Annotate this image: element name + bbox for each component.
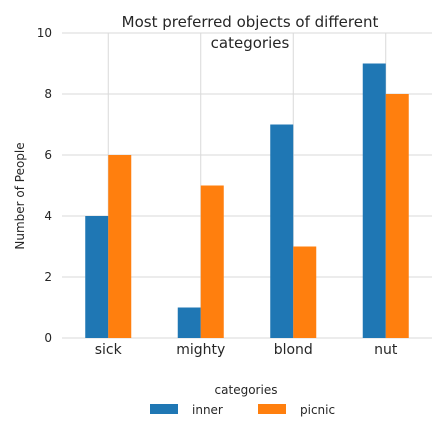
y-tick-label: 0	[44, 331, 52, 345]
x-tick-label: sick	[95, 342, 123, 358]
bars	[85, 63, 409, 338]
x-tick-label: mighty	[176, 342, 225, 358]
chart-title: Most preferred objects of different cate…	[122, 13, 379, 52]
bar-inner-blond	[270, 124, 294, 338]
legend-label-picnic: picnic	[300, 403, 335, 417]
legend: categories inner picnic	[150, 383, 335, 417]
y-tick-label: 8	[44, 87, 52, 101]
legend-label-inner: inner	[192, 403, 223, 417]
bar-picnic-mighty	[200, 185, 224, 338]
bar-picnic-sick	[108, 155, 132, 338]
y-tick-label: 10	[37, 26, 52, 40]
legend-swatch-picnic	[258, 404, 286, 414]
legend-title: categories	[215, 383, 278, 397]
bar-inner-mighty	[177, 307, 201, 338]
legend-swatch-inner	[150, 404, 178, 414]
y-axis-label: Number of People	[13, 142, 27, 249]
y-tick-label: 4	[44, 209, 52, 223]
x-tick-label: blond	[274, 342, 313, 358]
y-tick-label: 6	[44, 148, 52, 162]
bar-inner-sick	[85, 216, 109, 338]
bar-inner-nut	[362, 63, 386, 338]
x-tick-label: nut	[374, 342, 398, 358]
bar-picnic-nut	[385, 94, 409, 338]
y-axis-ticks: 0 2 4 6 8 10	[37, 26, 52, 345]
chart-title-line-1: Most preferred objects of different	[122, 13, 379, 31]
bar-picnic-blond	[293, 246, 317, 338]
y-tick-label: 2	[44, 270, 52, 284]
x-axis-ticks: sick mighty blond nut	[95, 342, 398, 358]
chart-title-line-2: categories	[211, 34, 290, 52]
